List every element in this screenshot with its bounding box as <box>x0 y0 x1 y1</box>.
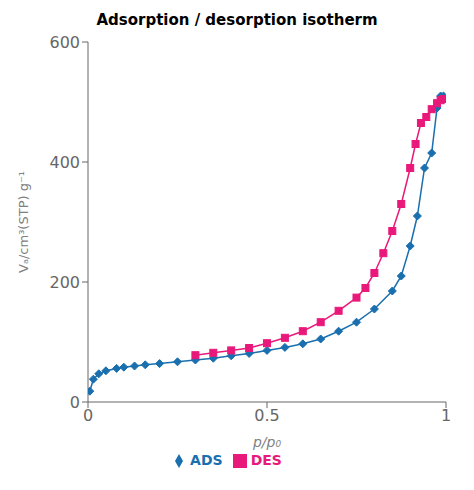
svg-text:600: 600 <box>49 33 80 52</box>
html-text:DES: DES <box>250 452 282 468</box>
svg-text:200: 200 <box>49 273 80 292</box>
svg-text:0: 0 <box>83 406 93 425</box>
svg-text:1: 1 <box>441 406 451 425</box>
html-text:Adsorption / desorption isothe: Adsorption / desorption isotherm <box>96 11 378 29</box>
svg-text:0.5: 0.5 <box>254 406 279 425</box>
svg-text:400: 400 <box>49 153 80 172</box>
html-text:ADS: ADS <box>190 452 223 468</box>
svg-text:0: 0 <box>70 393 80 412</box>
svg-text:p/p₀: p/p₀ <box>252 434 281 450</box>
svg-text:Vₐ/cm³(STP) g⁻¹: Vₐ/cm³(STP) g⁻¹ <box>16 171 31 273</box>
